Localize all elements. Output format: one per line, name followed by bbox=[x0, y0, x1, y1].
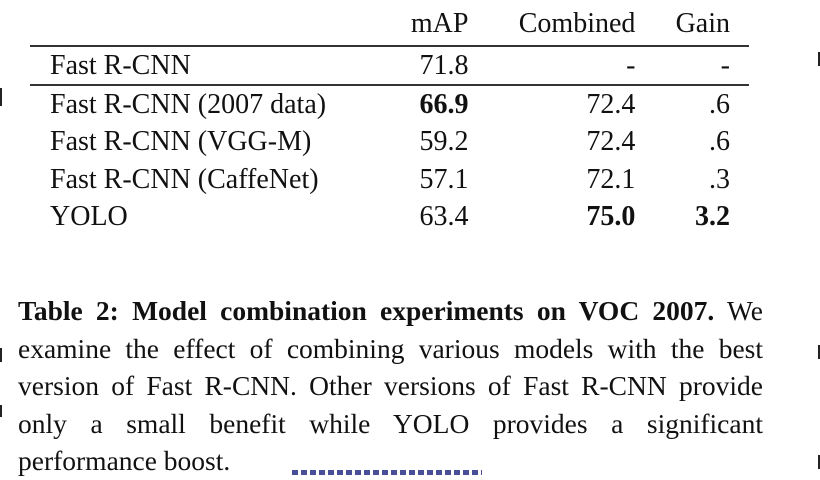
row-model: Fast R-CNN (VGG-M) bbox=[50, 126, 312, 158]
row-combined: - bbox=[468, 46, 636, 86]
row-map: 66.9 bbox=[419, 88, 469, 120]
row-combined: 72.4 bbox=[586, 88, 636, 120]
results-table: mAP Combined Gain Fast R-CNN 71.8 - - Fa… bbox=[30, 0, 749, 236]
header-gain: Gain bbox=[635, 0, 749, 47]
header-map: mAP bbox=[377, 0, 469, 47]
table-row: Fast R-CNN (VGG-M) 59.2 72.4 .6 bbox=[30, 124, 749, 162]
right-margin-mark bbox=[818, 455, 820, 469]
left-margin-mark bbox=[0, 348, 2, 362]
table-row: Fast R-CNN 71.8 - - bbox=[30, 46, 749, 86]
caption-body: We examine the effect of combining vario… bbox=[18, 295, 763, 476]
row-gain: 3.2 bbox=[695, 201, 730, 233]
caption-title: Model combination experiments on VOC 200… bbox=[132, 295, 715, 326]
row-gain: .3 bbox=[709, 163, 730, 195]
row-combined: 72.1 bbox=[586, 163, 636, 195]
table-caption: Table 2: Model combination experiments o… bbox=[18, 292, 763, 480]
row-model: Fast R-CNN (CaffeNet) bbox=[50, 163, 319, 195]
left-margin-mark bbox=[0, 88, 2, 106]
row-combined: 72.4 bbox=[586, 126, 636, 158]
row-map: 63.4 bbox=[419, 201, 469, 233]
table-row: Fast R-CNN (CaffeNet) 57.1 72.1 .3 bbox=[30, 161, 749, 199]
row-map: 57.1 bbox=[419, 163, 469, 195]
header-combined: Combined bbox=[468, 0, 636, 47]
row-map: 71.8 bbox=[377, 46, 469, 86]
row-model: Fast R-CNN bbox=[30, 46, 378, 86]
header-model bbox=[30, 0, 378, 47]
row-gain: .6 bbox=[709, 88, 730, 120]
row-model: Fast R-CNN (2007 data) bbox=[50, 88, 327, 120]
row-gain: - bbox=[635, 46, 749, 86]
table-header-row: mAP Combined Gain bbox=[30, 0, 749, 47]
table-row: Fast R-CNN (2007 data) 66.9 72.4 .6 bbox=[30, 85, 749, 124]
row-map: 59.2 bbox=[419, 126, 469, 158]
right-margin-mark bbox=[818, 52, 820, 66]
caption-label: Table 2: bbox=[18, 295, 119, 326]
left-margin-mark bbox=[0, 405, 2, 417]
table-row: YOLO 63.4 75.0 3.2 bbox=[30, 199, 749, 237]
results-table-container: mAP Combined Gain Fast R-CNN 71.8 - - Fa… bbox=[30, 0, 749, 236]
row-model: YOLO bbox=[50, 201, 128, 233]
row-combined: 75.0 bbox=[586, 201, 636, 233]
right-margin-mark bbox=[818, 345, 820, 359]
row-gain: .6 bbox=[709, 126, 730, 158]
cropped-link-text bbox=[292, 470, 482, 475]
